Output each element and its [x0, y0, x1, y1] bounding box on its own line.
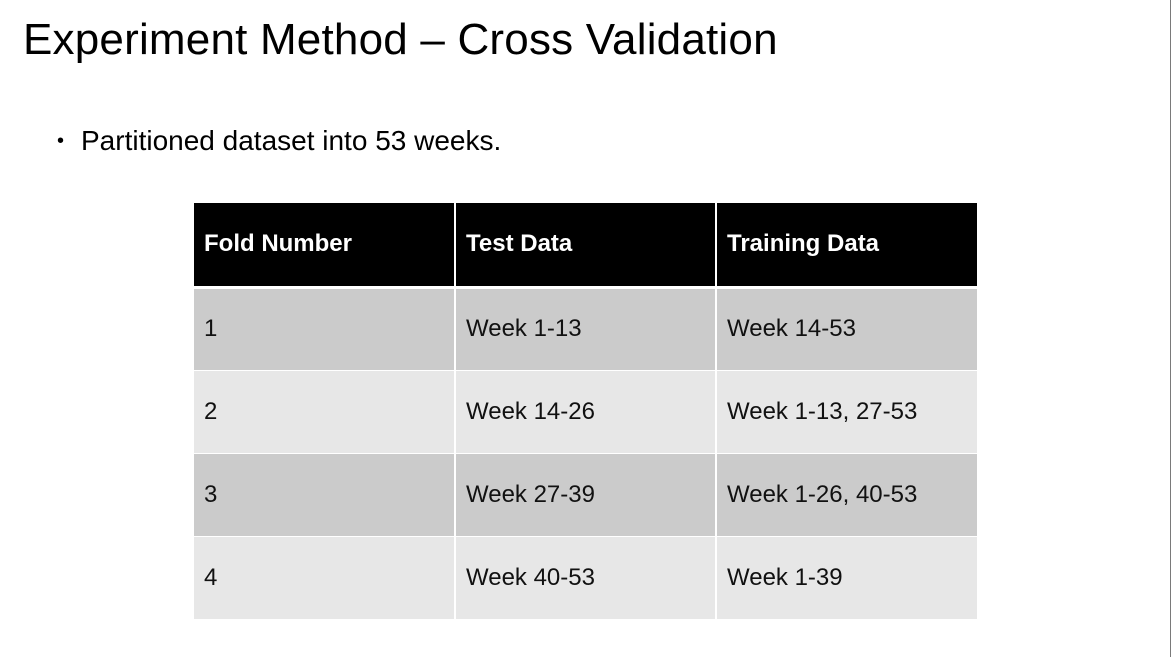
test-data-cell: Week 14-26 — [455, 370, 717, 454]
fold-number-cell: 1 — [194, 287, 456, 371]
slide-title: Experiment Method – Cross Validation — [23, 15, 778, 64]
fold-number-cell: 3 — [194, 453, 456, 537]
header-test-data: Test Data — [455, 203, 717, 289]
bullet-marker: • — [57, 130, 65, 152]
bullet-item: • Partitioned dataset into 53 weeks. — [57, 124, 501, 158]
cross-validation-table: Fold Number Test Data Training Data 1 We… — [194, 203, 977, 620]
test-data-cell: Week 27-39 — [455, 453, 717, 537]
test-data-cell: Week 1-13 — [455, 287, 717, 371]
header-training-data: Training Data — [716, 203, 977, 289]
test-data-cell: Week 40-53 — [455, 536, 717, 620]
table-header-row: Fold Number Test Data Training Data — [194, 203, 977, 289]
table-row: 2 Week 14-26 Week 1-13, 27-53 — [194, 370, 977, 454]
fold-number-cell: 4 — [194, 536, 456, 620]
training-data-cell: Week 1-39 — [716, 536, 977, 620]
table-row: 4 Week 40-53 Week 1-39 — [194, 536, 977, 620]
table-row: 1 Week 1-13 Week 14-53 — [194, 287, 977, 371]
header-fold-number: Fold Number — [194, 203, 456, 289]
table-row: 3 Week 27-39 Week 1-26, 40-53 — [194, 453, 977, 537]
bullet-text: Partitioned dataset into 53 weeks. — [81, 125, 502, 156]
fold-number-cell: 2 — [194, 370, 456, 454]
training-data-cell: Week 14-53 — [716, 287, 977, 371]
training-data-cell: Week 1-26, 40-53 — [716, 453, 977, 537]
training-data-cell: Week 1-13, 27-53 — [716, 370, 977, 454]
